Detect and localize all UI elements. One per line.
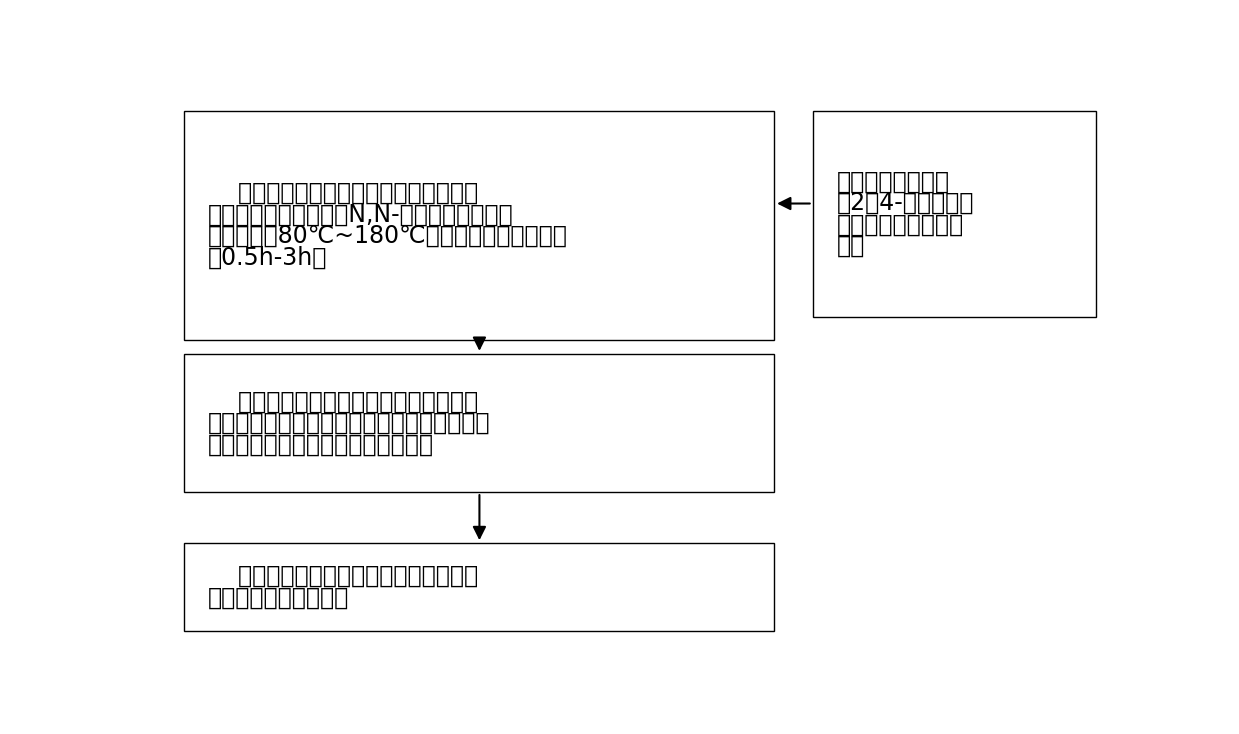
Text: 作液: 作液 [836, 234, 865, 258]
Bar [183, 543, 774, 631]
Text: 将萃取所得样品溶液或工作液中，使用: 将萃取所得样品溶液或工作液中，使用 [208, 181, 478, 205]
Text: 称取灭草松标准品: 称取灭草松标准品 [836, 170, 949, 194]
Text: 溶液或甲基化对照品溶液等待检测；: 溶液或甲基化对照品溶液等待检测； [208, 432, 434, 457]
Text: 应0.5h-3h；: 应0.5h-3h； [208, 246, 327, 269]
Bar [183, 111, 774, 340]
Text: 气体吹干，吹干后加入N,N-二甲基甲酰胺二甲: 气体吹干，吹干后加入N,N-二甲基甲酰胺二甲 [208, 203, 513, 226]
Text: 配制成一定浓度的工: 配制成一定浓度的工 [836, 213, 964, 236]
Text: 和2，4-二滴标准品: 和2，4-二滴标准品 [836, 191, 974, 215]
Bar [813, 111, 1097, 317]
Text: 合后静置分离，取上层有机相溶液，得到待检: 合后静置分离，取上层有机相溶液，得到待检 [208, 411, 491, 435]
Bar [183, 354, 774, 493]
Text: 在气相色谱上进行检测: 在气相色谱上进行检测 [208, 586, 349, 610]
Text: 将反应物中加入氯化物水溶液或水，混: 将反应物中加入氯化物水溶液或水，混 [208, 389, 478, 413]
Text: 将上述的待检溶液或甲基化对照品溶液: 将上述的待检溶液或甲基化对照品溶液 [208, 564, 478, 588]
Text: 基缩醛，在80℃~180℃的条件下进行甲基化反: 基缩醛，在80℃~180℃的条件下进行甲基化反 [208, 224, 567, 248]
